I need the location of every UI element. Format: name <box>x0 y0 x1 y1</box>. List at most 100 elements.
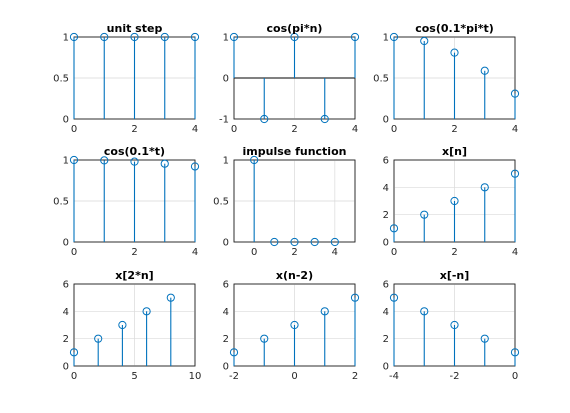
x-tick-label: 4 <box>352 124 358 135</box>
stem-marker <box>190 162 200 171</box>
stem-marker <box>450 320 459 330</box>
y-tick-label: 4 <box>383 307 389 318</box>
subplot-title: impulse function <box>243 145 347 158</box>
axes-frame <box>233 159 356 243</box>
x-tick-label: 0 <box>71 371 77 382</box>
stem-marker <box>320 114 329 124</box>
stem-marker <box>229 348 239 357</box>
x-tick-label: -2 <box>450 371 460 382</box>
stem-marker <box>480 66 489 75</box>
x-tick-label: 0 <box>391 247 397 258</box>
stem-marker <box>166 293 175 302</box>
stem-marker <box>420 36 429 46</box>
x-tick-label: 10 <box>189 371 202 382</box>
stem-marker <box>130 157 139 166</box>
y-tick-label: -1 <box>219 115 229 126</box>
y-tick-label: 6 <box>63 280 69 291</box>
y-tick-label: 0.5 <box>373 74 389 85</box>
stem-marker <box>389 224 399 233</box>
x-tick-label: 2 <box>451 247 457 258</box>
x-tick-label: 2 <box>291 124 297 135</box>
stem-marker <box>310 237 319 247</box>
subplot-title: x(n-2) <box>276 269 313 282</box>
subplot-title: x[2*n] <box>115 269 153 282</box>
stem-marker <box>330 237 339 247</box>
subplot-title: cos(0.1*pi*t) <box>415 22 494 35</box>
y-tick-label: 6 <box>383 280 389 291</box>
subplot-title: x[n] <box>442 145 467 158</box>
stem-marker <box>229 32 239 42</box>
subplot-9: -4 -2 0 0 2 4 6 x[-n] <box>383 269 520 382</box>
y-tick-label: 6 <box>383 156 389 167</box>
y-tick-label: 2 <box>383 210 389 221</box>
stem-marker <box>420 210 429 219</box>
x-tick-label: 2 <box>131 247 137 258</box>
y-tick-label: 1 <box>383 33 389 44</box>
y-tick-label: 1 <box>63 33 69 44</box>
y-tick-label: 1 <box>223 156 229 167</box>
stem-marker <box>389 32 399 42</box>
y-tick-label: 0 <box>63 362 69 373</box>
x-tick-label: 2 <box>352 371 358 382</box>
axes-frame <box>73 283 196 367</box>
y-tick-label: 0 <box>223 238 229 249</box>
stem-marker <box>190 32 200 42</box>
x-tick-label: 4 <box>512 247 518 258</box>
x-tick-label: 4 <box>332 247 338 258</box>
subplot-title: x[-n] <box>440 269 470 282</box>
y-tick-label: 0.5 <box>213 197 229 208</box>
subplot-title: cos(0.1*t) <box>104 145 165 158</box>
stem-marker <box>480 334 489 343</box>
x-tick-label: 0 <box>251 247 257 258</box>
stem-marker <box>94 334 103 343</box>
stem-marker <box>290 32 299 42</box>
stem-marker <box>510 89 520 98</box>
stem-marker <box>260 334 269 343</box>
y-tick-label: 4 <box>383 183 389 194</box>
subplot-title: cos(pi*n) <box>267 22 323 35</box>
y-tick-label: 0.5 <box>53 74 69 85</box>
stem-marker <box>69 155 79 165</box>
y-tick-label: 1 <box>223 33 229 44</box>
x-tick-label: 0 <box>231 124 237 135</box>
stem-marker <box>118 320 127 330</box>
subplot-3: 0 2 4 0 0.5 1 cos(0.1*pi*t) <box>373 22 520 135</box>
subplot-title: unit step <box>107 22 163 35</box>
x-tick-label: 0 <box>71 124 77 135</box>
stem-marker <box>450 196 459 206</box>
stem-marker <box>69 348 79 357</box>
stem-marker <box>510 348 520 357</box>
y-tick-label: 0 <box>383 238 389 249</box>
stem-marker <box>130 32 139 42</box>
subplot-4: 0 2 4 0 0.5 1 cos(0.1*t) <box>53 145 200 258</box>
x-tick-label: -4 <box>389 371 399 382</box>
y-tick-label: 0 <box>63 238 69 249</box>
y-tick-label: 1 <box>63 156 69 167</box>
x-tick-label: 2 <box>291 247 297 258</box>
stem-marker <box>480 183 489 192</box>
subplot-5: 0 2 4 0 0.5 1 impulse function <box>213 145 356 258</box>
stem-marker <box>260 114 269 124</box>
x-tick-label: 0 <box>71 247 77 258</box>
stem-marker <box>100 32 109 42</box>
stem-marker <box>142 307 151 316</box>
y-tick-label: 2 <box>383 334 389 345</box>
stem-marker <box>350 293 360 302</box>
y-tick-label: 4 <box>63 307 69 318</box>
y-tick-label: 0 <box>383 362 389 373</box>
stem-marker <box>350 32 360 42</box>
stem-marker <box>250 155 259 165</box>
x-tick-label: 5 <box>131 371 137 382</box>
subplot-7: 0 5 10 0 2 4 6 x[2*n] <box>63 269 202 382</box>
y-tick-label: 0 <box>63 115 69 126</box>
stem-marker <box>290 320 299 330</box>
x-tick-label: 4 <box>192 124 198 135</box>
y-tick-label: 2 <box>223 334 229 345</box>
stem-marker <box>450 48 459 57</box>
x-tick-label: 2 <box>131 124 137 135</box>
stem-marker <box>69 32 79 42</box>
x-tick-label: 2 <box>451 124 457 135</box>
